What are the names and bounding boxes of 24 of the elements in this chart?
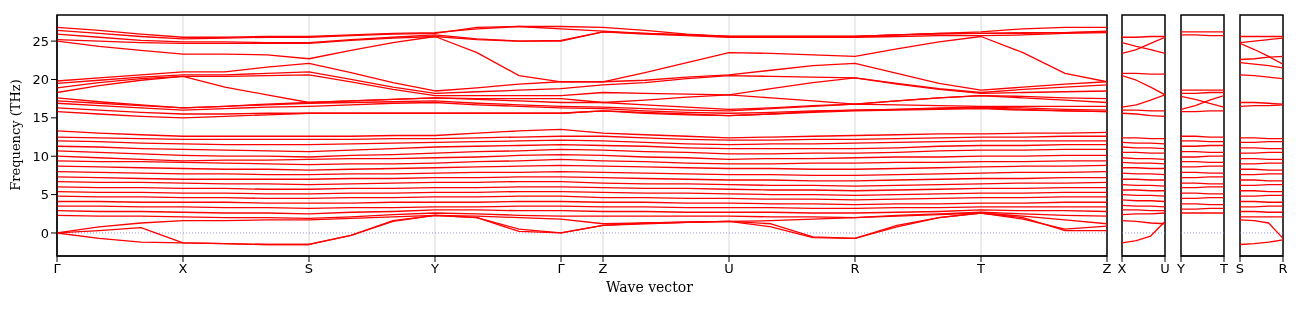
- x-tick-label: R: [850, 261, 860, 277]
- x-tick-label: T: [1219, 261, 1229, 277]
- x-axis-title: Wave vector: [605, 279, 694, 295]
- x-tick-label: X: [1117, 261, 1127, 277]
- x-tick-label: X: [178, 261, 188, 277]
- y-tick-label: 20: [32, 72, 49, 88]
- x-tick-label: Y: [430, 261, 440, 277]
- x-tick-label: Z: [1102, 261, 1112, 277]
- y-tick-label: 15: [32, 110, 49, 126]
- x-tick-label: S: [304, 261, 314, 277]
- x-tick-label: Γ: [53, 261, 62, 277]
- x-tick-label: T: [976, 261, 986, 277]
- x-tick-label: Y: [1176, 261, 1186, 277]
- x-tick-label: U: [1160, 261, 1170, 277]
- y-axis-title: Frequency (THz): [7, 79, 23, 191]
- x-tick-label: Z: [598, 261, 608, 277]
- x-tick-label: S: [1235, 261, 1245, 277]
- x-tick-label: R: [1278, 261, 1288, 277]
- y-tick-label: 25: [32, 33, 49, 49]
- y-tick-label: 5: [40, 187, 49, 203]
- x-tick-label: U: [724, 261, 734, 277]
- y-tick-label: 10: [32, 148, 49, 164]
- x-tick-label: Γ: [557, 261, 566, 277]
- y-tick-label: 0: [40, 225, 49, 241]
